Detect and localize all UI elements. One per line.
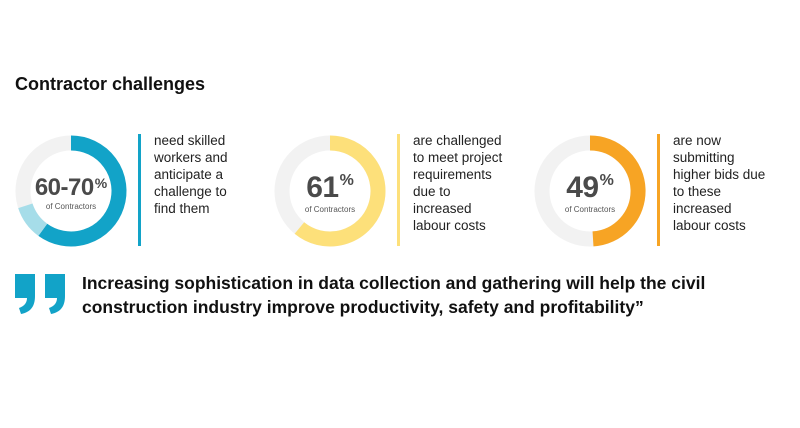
divider-bar-3	[657, 134, 660, 246]
stat-description-2: are challenged to meet project requireme…	[413, 132, 525, 234]
description-line: labour costs	[673, 218, 746, 233]
divider-bar-2	[397, 134, 400, 246]
quote-icon	[13, 272, 71, 321]
donut-arc-3	[589, 135, 646, 247]
donut-svg-3	[534, 135, 646, 247]
description-line: due to	[413, 184, 451, 199]
chart-title: Contractor challenges	[15, 74, 206, 94]
description-line: challenge to	[154, 184, 227, 199]
donut-svg-2	[274, 135, 386, 247]
description-line: to these	[673, 184, 722, 199]
stat-skilled-workers: 60-70 % of Contractors need skilled work…	[8, 128, 268, 258]
quote-mark-right	[45, 274, 65, 314]
percent-sign: %	[94, 174, 108, 191]
percentage-sublabel: of Contractors	[304, 204, 356, 214]
quote-line-2: construction industry improve productivi…	[82, 297, 644, 317]
stat-higher-bids: 49 % of Contractors are now submitting h…	[527, 128, 787, 258]
description-line: higher bids due	[673, 167, 766, 182]
percentage-sublabel: of Contractors	[564, 204, 616, 214]
donut-svg-1	[15, 135, 127, 247]
description-line: anticipate a	[154, 167, 224, 182]
percentage-value: 49	[566, 170, 599, 204]
description-line: need skilled	[154, 133, 226, 148]
stat-description-1: need skilled workers and anticipate a ch…	[154, 132, 266, 217]
donut-range-arc-1	[18, 203, 48, 236]
stat-description-3: are now submitting higher bids due to th…	[673, 132, 785, 234]
donut-chart-1: 60-70 % of Contractors	[8, 128, 134, 254]
description-line: submitting	[673, 150, 735, 165]
description-line: workers and	[154, 150, 228, 165]
quote-text: Increasing sophistication in data collec…	[82, 271, 787, 319]
donut-chart-2: 61 % of Contractors	[267, 128, 393, 254]
donut-center-3: 49 % of Contractors	[527, 128, 653, 254]
percentage-value: 61	[306, 170, 339, 204]
percentage-value: 60-70	[34, 173, 94, 201]
donut-arc-1	[38, 135, 127, 247]
donut-arc-2	[294, 135, 386, 247]
description-line: find them	[154, 201, 210, 216]
description-line: requirements	[413, 167, 492, 182]
stat-labour-costs: 61 % of Contractors are challenged to me…	[267, 128, 527, 258]
quote-line-1: Increasing sophistication in data collec…	[82, 273, 706, 293]
donut-chart-3: 49 % of Contractors	[527, 128, 653, 254]
description-line: are challenged	[413, 133, 502, 148]
percent-sign: %	[339, 171, 354, 189]
percent-sign: %	[599, 171, 614, 189]
description-line: to meet project	[413, 150, 503, 165]
description-line: increased	[413, 201, 472, 216]
percentage-sublabel: of Contractors	[45, 201, 97, 211]
description-line: increased	[673, 201, 732, 216]
divider-bar-1	[138, 134, 141, 246]
description-line: are now	[673, 133, 722, 148]
donut-center-2: 61 % of Contractors	[267, 128, 393, 254]
description-line: labour costs	[413, 218, 486, 233]
quote-mark-left	[15, 274, 35, 314]
donut-center-1: 60-70 % of Contractors	[8, 128, 134, 254]
